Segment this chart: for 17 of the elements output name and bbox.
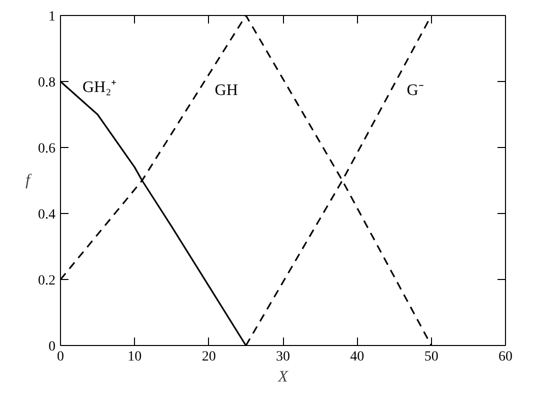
y-tick-label: 0.4 (38, 208, 56, 222)
y-tick-label: 0.6 (38, 142, 56, 156)
x-tick-label: 30 (276, 350, 290, 364)
series-label: GH (214, 82, 238, 99)
x-tick-label: 10 (128, 350, 142, 364)
x-tick-label: 60 (498, 350, 512, 364)
y-tick-label: 0.8 (38, 76, 56, 90)
x-tick-label: 50 (424, 350, 438, 364)
y-tick-label: 0.2 (38, 274, 56, 288)
x-tick-label: 40 (350, 350, 364, 364)
legend-label: GH₂⁺ (82, 79, 116, 96)
x-axis-title: X (277, 368, 290, 386)
series-label: G⁻ (406, 82, 424, 99)
y-tick-label: 1 (48, 10, 56, 24)
y-tick-label: 0 (48, 340, 56, 354)
x-tick-label: 20 (202, 350, 216, 364)
y-axis-title: f (26, 172, 33, 189)
